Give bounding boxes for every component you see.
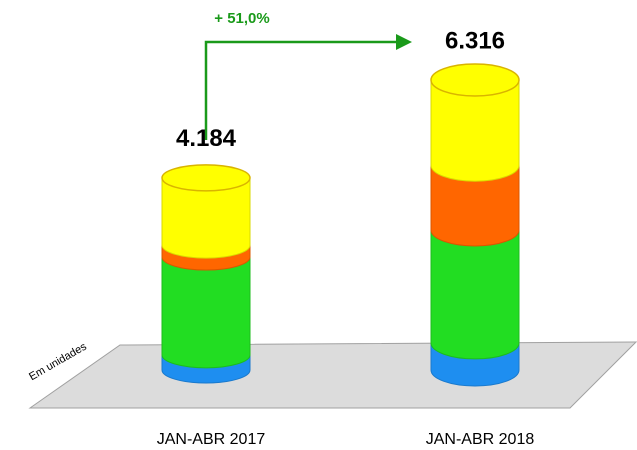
cylinder-cap bbox=[430, 63, 520, 97]
cylinder-segment bbox=[430, 229, 520, 360]
cylinder-segment bbox=[430, 164, 520, 247]
cylinder-cap bbox=[161, 164, 251, 192]
growth-annotation: + 51,0% bbox=[214, 10, 269, 27]
cylinder-segment bbox=[430, 79, 520, 182]
arrow-head bbox=[396, 34, 412, 50]
total-label: 4.184 bbox=[176, 125, 237, 152]
floor bbox=[28, 341, 637, 409]
cylinder-segment bbox=[161, 256, 251, 369]
total-label: 6.316 bbox=[445, 27, 505, 54]
x-tick-label: JAN-ABR 2017 bbox=[157, 431, 266, 448]
x-tick-label: JAN-ABR 2018 bbox=[426, 431, 535, 448]
cylinder-segment bbox=[161, 177, 251, 259]
growth-arrow bbox=[204, 40, 398, 140]
